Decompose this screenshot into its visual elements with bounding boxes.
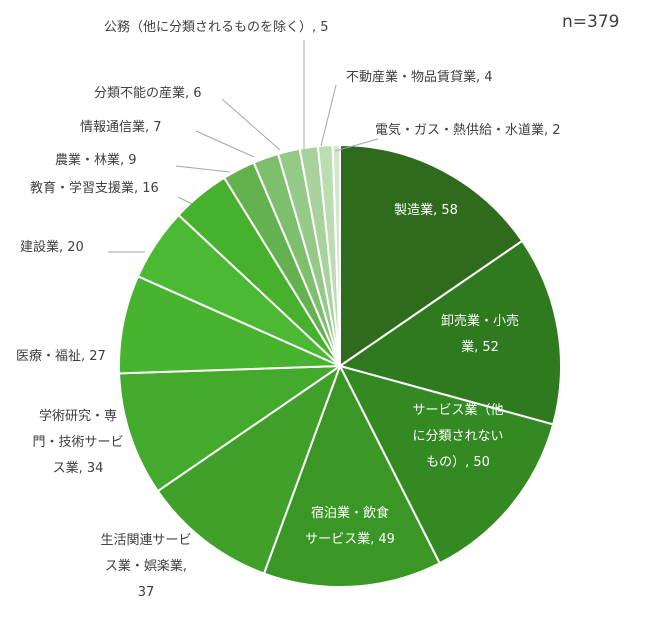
pie-slice xyxy=(118,275,341,375)
sample-size-label: n=379 xyxy=(562,12,620,32)
data-label: 教育・学習支援業, 16 xyxy=(30,180,159,196)
leader-line xyxy=(320,84,337,147)
data-label: 建設業, 20 xyxy=(20,239,84,255)
pie-slice xyxy=(156,363,343,575)
data-label: 生活関連サービス業・娯楽業, 37 xyxy=(100,533,191,600)
leader-line xyxy=(195,130,255,158)
data-label: 製造業, 58 xyxy=(394,202,458,218)
data-label: 医療・福祉, 27 xyxy=(16,349,106,364)
leader-line xyxy=(175,165,231,173)
data-label: 公務（他に分類されるものを除く）, 5 xyxy=(104,20,329,35)
data-label: 農業・林業, 9 xyxy=(55,152,137,168)
data-label: 学術研究・専門・技術サービス業, 34 xyxy=(32,408,123,476)
pie-slice xyxy=(337,239,562,426)
data-label: 分類不能の産業, 6 xyxy=(94,85,202,101)
pie-slice xyxy=(118,364,344,493)
data-label: 卸売業・小売業, 52 xyxy=(441,313,519,355)
data-label: 電気・ガス・熱供給・水道業, 2 xyxy=(375,122,561,138)
leader-line xyxy=(221,98,281,151)
pie-slice xyxy=(339,143,524,368)
data-label: 宿泊業・飲食サービス業, 49 xyxy=(305,505,395,547)
leader-line xyxy=(334,138,379,152)
pie-slice xyxy=(262,363,442,588)
data-label: 不動産業・物品賃貸業, 4 xyxy=(346,69,493,85)
data-label: 情報通信業, 7 xyxy=(80,119,162,135)
leader-line xyxy=(177,196,193,205)
data-label: サービス業（他に分類されないもの）, 50 xyxy=(412,402,503,470)
pie-slice xyxy=(331,143,341,367)
pie-slice xyxy=(338,364,555,565)
